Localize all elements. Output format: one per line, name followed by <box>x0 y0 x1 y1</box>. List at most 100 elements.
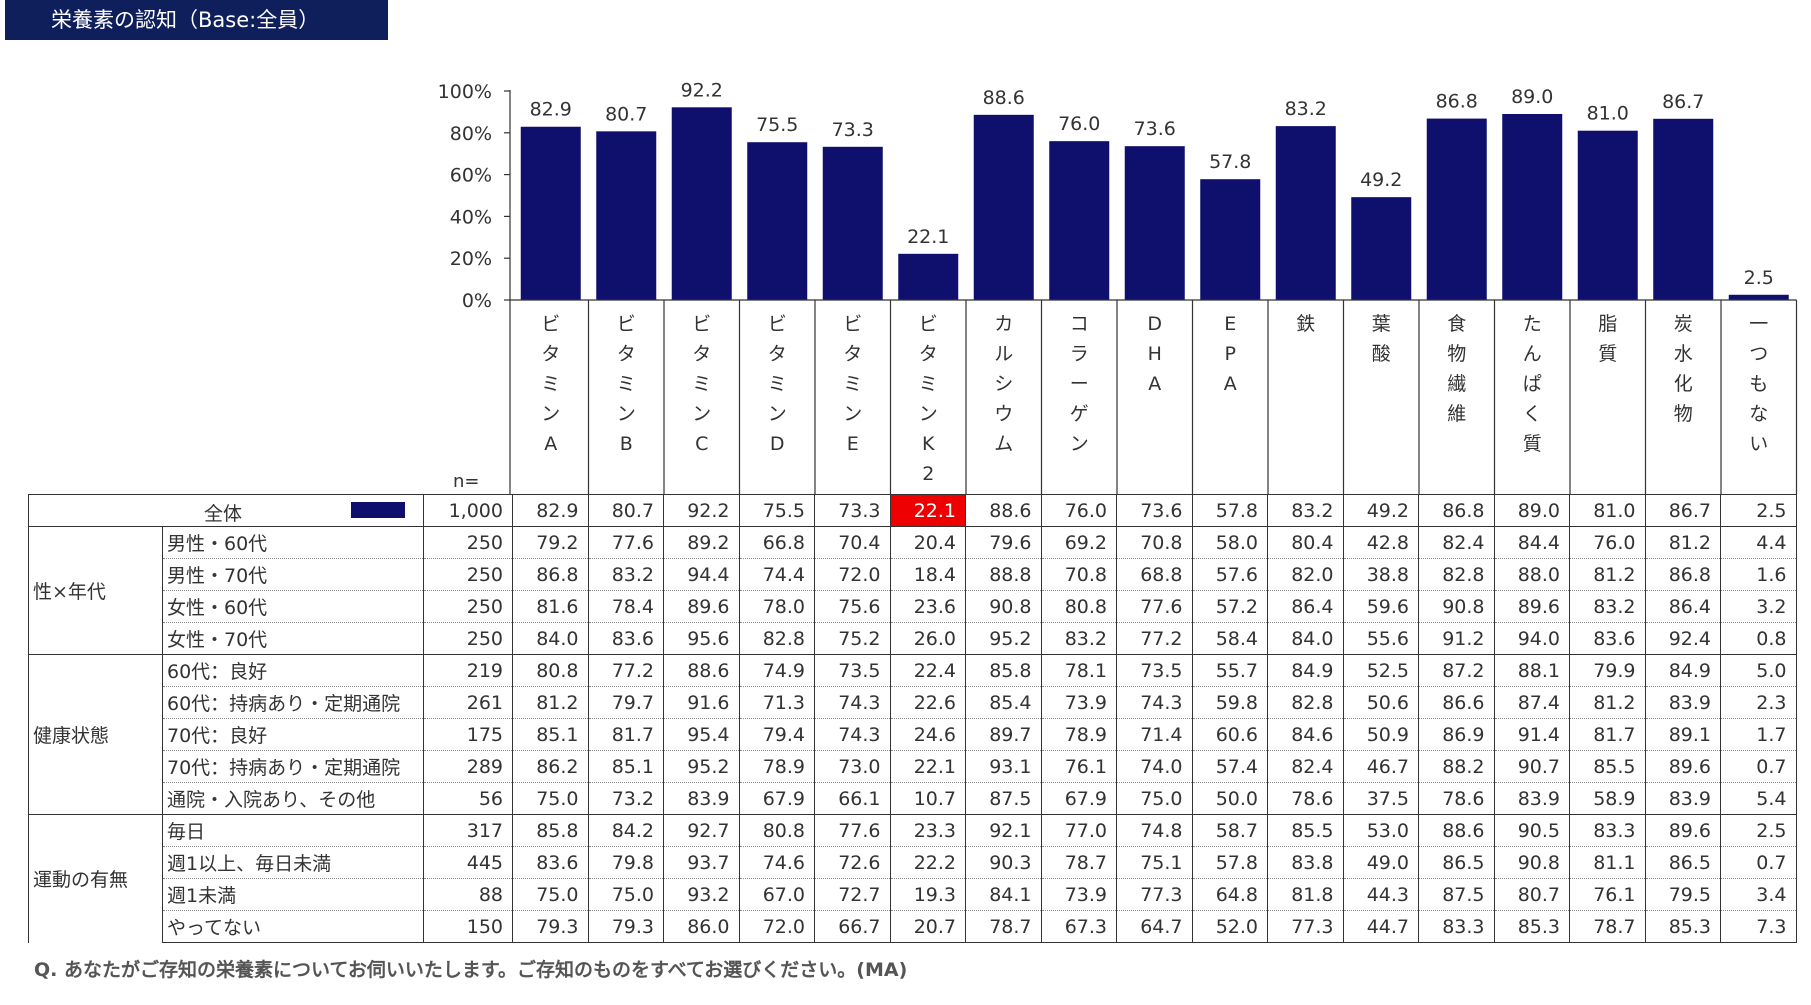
row-label: 男性・70代 <box>162 558 424 591</box>
bar <box>1502 113 1563 301</box>
value-cell: 3.4 <box>1720 878 1797 911</box>
n-cell: 250 <box>423 622 513 655</box>
value-cell: 38.8 <box>1343 558 1419 591</box>
value-cell: 71.3 <box>739 686 815 719</box>
value-cell: 85.1 <box>588 750 664 783</box>
value-cell: 78.4 <box>588 590 664 623</box>
value-cell: 90.8 <box>965 590 1042 623</box>
value-cell: 52.5 <box>1343 654 1419 687</box>
value-cell: 67.3 <box>1041 910 1117 943</box>
row-label: 60代：良好 <box>162 654 424 687</box>
bar <box>671 107 732 300</box>
table-row: 男性・70代 250 86.8 83.2 94.4 74.4 72.0 18.4 88.8 70.… <box>29 558 1797 591</box>
value-cell: 82.8 <box>739 622 815 655</box>
bar-value-label: 83.2 <box>1285 98 1327 120</box>
bar <box>1351 197 1412 300</box>
value-cell: 75.0 <box>588 878 664 911</box>
value-cell: 95.2 <box>965 622 1042 655</box>
value-cell: 77.2 <box>1116 622 1193 655</box>
value-cell: 86.8 <box>512 558 589 591</box>
value-cell: 84.2 <box>588 814 664 847</box>
value-cell: 95.4 <box>663 718 740 751</box>
overall-label: 全体 <box>204 503 243 525</box>
value-cell: 73.6 <box>1116 494 1193 527</box>
value-cell: 69.2 <box>1041 526 1117 559</box>
bar-value-label: 89.0 <box>1511 86 1553 108</box>
value-cell: 75.6 <box>814 590 891 623</box>
bar-value-label: 86.8 <box>1436 91 1478 113</box>
value-cell: 72.0 <box>739 910 815 943</box>
value-cell: 72.6 <box>814 846 891 879</box>
bar <box>596 131 657 300</box>
value-cell: 83.9 <box>1645 782 1721 815</box>
value-cell: 81.6 <box>512 590 589 623</box>
row-label: 週1未満 <box>162 878 424 911</box>
category-label: ビタミン A <box>541 313 560 455</box>
table-row: 70代：良好 175 85.1 81.7 95.4 79.4 74.3 24.6 89.7 78.… <box>29 718 1797 751</box>
value-cell: 81.1 <box>1569 846 1646 879</box>
value-cell: 86.5 <box>1645 846 1721 879</box>
value-cell: 89.7 <box>965 718 1042 751</box>
value-cell: 89.2 <box>663 526 740 559</box>
group-label: 性×年代 <box>28 526 163 655</box>
value-cell: 50.9 <box>1343 718 1419 751</box>
value-cell: 64.7 <box>1116 910 1193 943</box>
value-cell: 49.2 <box>1343 494 1419 527</box>
bar-value-label: 82.9 <box>530 99 572 121</box>
value-cell: 83.9 <box>1645 686 1721 719</box>
value-cell: 81.0 <box>1569 494 1646 527</box>
table-row: 週1以上、毎日未満 445 83.6 79.8 93.7 74.6 72.6 22.2 90.3… <box>29 846 1797 879</box>
bar-value-label: 86.7 <box>1662 91 1704 113</box>
value-cell: 84.1 <box>965 878 1042 911</box>
value-cell: 79.3 <box>512 910 589 943</box>
value-cell: 86.2 <box>512 750 589 783</box>
group-label: 健康状態 <box>28 654 163 815</box>
value-cell: 91.4 <box>1494 718 1570 751</box>
value-cell: 70.8 <box>1116 526 1193 559</box>
bar-value-label: 88.6 <box>983 87 1025 109</box>
value-cell: 92.4 <box>1645 622 1721 655</box>
value-cell: 86.4 <box>1267 590 1344 623</box>
n-cell: 150 <box>423 910 513 943</box>
bar-value-label: 57.8 <box>1209 151 1251 173</box>
value-cell: 90.5 <box>1494 814 1570 847</box>
value-cell: 83.6 <box>512 846 589 879</box>
value-cell: 73.9 <box>1041 878 1117 911</box>
y-tick-label: 80% <box>450 123 492 145</box>
value-cell: 26.0 <box>890 622 966 655</box>
row-label: 60代：持病あり・定期通院 <box>162 686 424 719</box>
bar <box>1728 294 1789 300</box>
value-cell: 84.9 <box>1645 654 1721 687</box>
value-cell: 83.9 <box>1494 782 1570 815</box>
value-cell: 88.1 <box>1494 654 1570 687</box>
value-cell: 84.4 <box>1494 526 1570 559</box>
value-cell: 73.5 <box>814 654 891 687</box>
row-label: 70代：持病あり・定期通院 <box>162 750 424 783</box>
value-cell: 89.6 <box>1494 590 1570 623</box>
value-cell: 72.7 <box>814 878 891 911</box>
value-cell: 85.5 <box>1267 814 1344 847</box>
value-cell: 74.6 <box>739 846 815 879</box>
data-table: 全体 1,000 82.9 80.7 92.2 75.5 73.3 22.1 88.6 76.0 7… <box>28 494 1797 943</box>
value-cell: 81.7 <box>588 718 664 751</box>
bar-value-label: 80.7 <box>605 103 647 125</box>
value-cell: 92.2 <box>663 494 740 527</box>
category-label: 鉄 <box>1296 313 1315 335</box>
value-cell: 83.3 <box>1418 910 1495 943</box>
value-cell: 77.6 <box>588 526 664 559</box>
bar <box>1049 141 1110 300</box>
value-cell: 80.8 <box>1041 590 1117 623</box>
bar-value-label: 49.2 <box>1360 169 1402 191</box>
value-cell: 85.4 <box>965 686 1042 719</box>
value-cell: 24.6 <box>890 718 966 751</box>
value-cell: 53.0 <box>1343 814 1419 847</box>
value-cell: 75.1 <box>1116 846 1193 879</box>
value-cell: 78.7 <box>1041 846 1117 879</box>
value-cell: 85.8 <box>512 814 589 847</box>
value-cell: 5.4 <box>1720 782 1797 815</box>
value-cell: 90.3 <box>965 846 1042 879</box>
value-cell: 22.6 <box>890 686 966 719</box>
row-label: 通院・入院あり、その他 <box>162 782 424 815</box>
value-cell: 85.3 <box>1645 910 1721 943</box>
value-cell: 90.8 <box>1418 590 1495 623</box>
